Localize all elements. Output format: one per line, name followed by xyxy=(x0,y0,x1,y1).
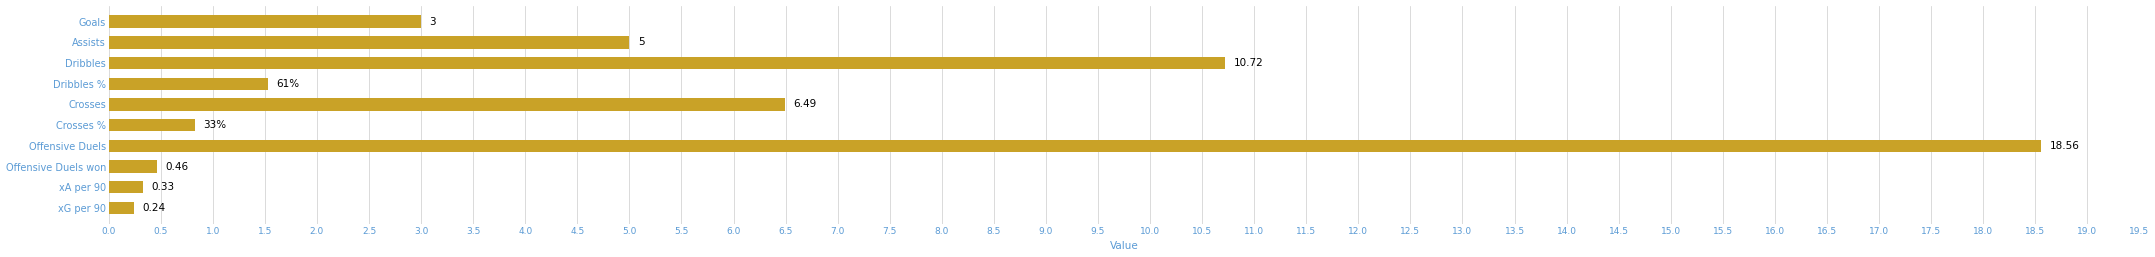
Bar xyxy=(108,181,142,194)
Bar xyxy=(108,15,420,28)
Bar xyxy=(108,98,784,111)
X-axis label: Value: Value xyxy=(1110,241,1138,251)
Bar xyxy=(108,140,2041,152)
Text: 33%: 33% xyxy=(203,120,226,130)
Bar xyxy=(108,78,267,90)
Text: 5: 5 xyxy=(638,38,644,47)
Text: 61%: 61% xyxy=(276,79,300,89)
Text: 18.56: 18.56 xyxy=(2049,141,2080,151)
Text: 3: 3 xyxy=(429,17,435,27)
Bar xyxy=(108,36,629,49)
Bar xyxy=(108,160,157,173)
Text: 0.33: 0.33 xyxy=(151,182,175,192)
Text: 6.49: 6.49 xyxy=(793,99,817,109)
Text: 0.46: 0.46 xyxy=(166,162,187,172)
Bar xyxy=(108,202,134,214)
Text: 10.72: 10.72 xyxy=(1233,58,1263,68)
Text: 0.24: 0.24 xyxy=(142,203,166,213)
Bar xyxy=(108,57,1224,69)
Bar xyxy=(108,119,194,131)
